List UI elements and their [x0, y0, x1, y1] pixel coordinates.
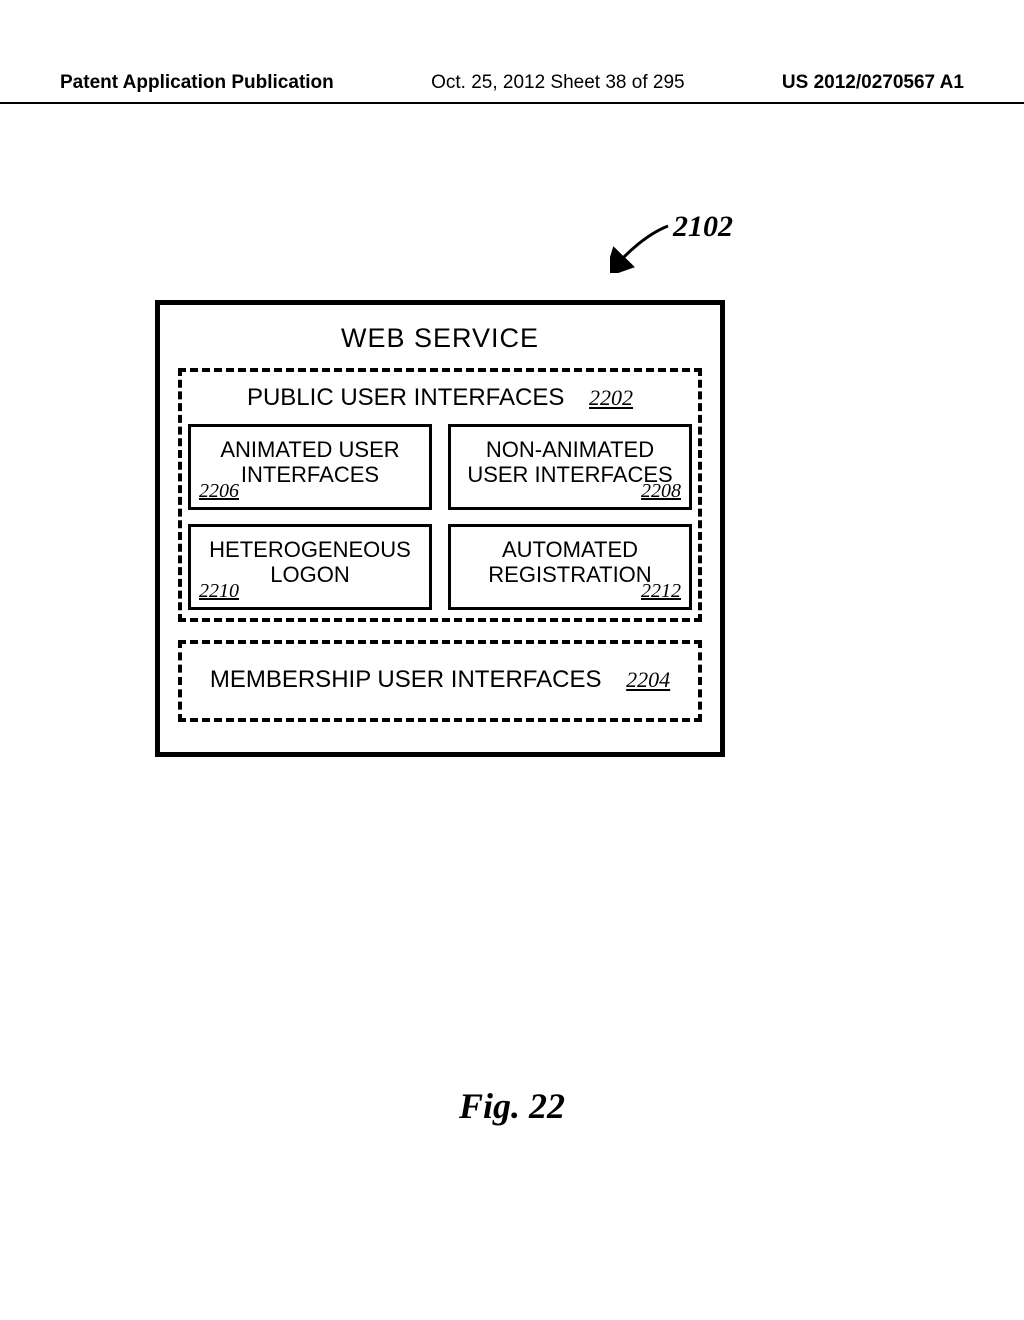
box-row: ANIMATED USER INTERFACES 2206 NON-ANIMAT…: [188, 424, 692, 510]
automated-registration-box: AUTOMATED REGISTRATION 2212: [448, 524, 692, 610]
animated-ui-box: ANIMATED USER INTERFACES 2206: [188, 424, 432, 510]
header-right: US 2012/0270567 A1: [782, 72, 964, 94]
membership-interfaces-group: MEMBERSHIP USER INTERFACES 2204: [178, 640, 702, 722]
box-ref: 2208: [641, 480, 681, 503]
group-title-row: PUBLIC USER INTERFACES 2202: [188, 384, 692, 412]
box-ref: 2206: [199, 480, 239, 503]
web-service-title: WEB SERVICE: [178, 323, 702, 354]
box-ref: 2210: [199, 580, 239, 603]
header-left: Patent Application Publication: [60, 72, 334, 94]
public-interfaces-group: PUBLIC USER INTERFACES 2202 ANIMATED USE…: [178, 368, 702, 622]
box-line2: INTERFACES: [241, 462, 379, 487]
reference-arrow-icon: [610, 223, 680, 273]
header-middle: Oct. 25, 2012 Sheet 38 of 295: [431, 72, 685, 94]
box-line2: REGISTRATION: [488, 562, 651, 587]
web-service-container: WEB SERVICE PUBLIC USER INTERFACES 2202 …: [155, 300, 725, 757]
box-line2: LOGON: [270, 562, 349, 587]
heterogeneous-logon-box: HETEROGENEOUS LOGON 2210: [188, 524, 432, 610]
box-line1: NON-ANIMATED: [486, 437, 654, 462]
box-line1: ANIMATED USER: [220, 437, 399, 462]
figure-caption: Fig. 22: [0, 1085, 1024, 1127]
group-ref: 2204: [626, 667, 670, 692]
group-label: MEMBERSHIP USER INTERFACES: [210, 666, 602, 693]
non-animated-ui-box: NON-ANIMATED USER INTERFACES 2208: [448, 424, 692, 510]
box-line1: HETEROGENEOUS: [209, 537, 411, 562]
group-ref: 2202: [589, 385, 633, 410]
page-header: Patent Application Publication Oct. 25, …: [0, 72, 1024, 104]
box-ref: 2212: [641, 580, 681, 603]
group-label: PUBLIC USER INTERFACES: [247, 384, 564, 411]
group-title-row: MEMBERSHIP USER INTERFACES 2204: [188, 666, 692, 694]
diagram-reference-number: 2102: [673, 210, 733, 244]
box-line1: AUTOMATED: [502, 537, 638, 562]
box-row: HETEROGENEOUS LOGON 2210 AUTOMATED REGIS…: [188, 524, 692, 610]
